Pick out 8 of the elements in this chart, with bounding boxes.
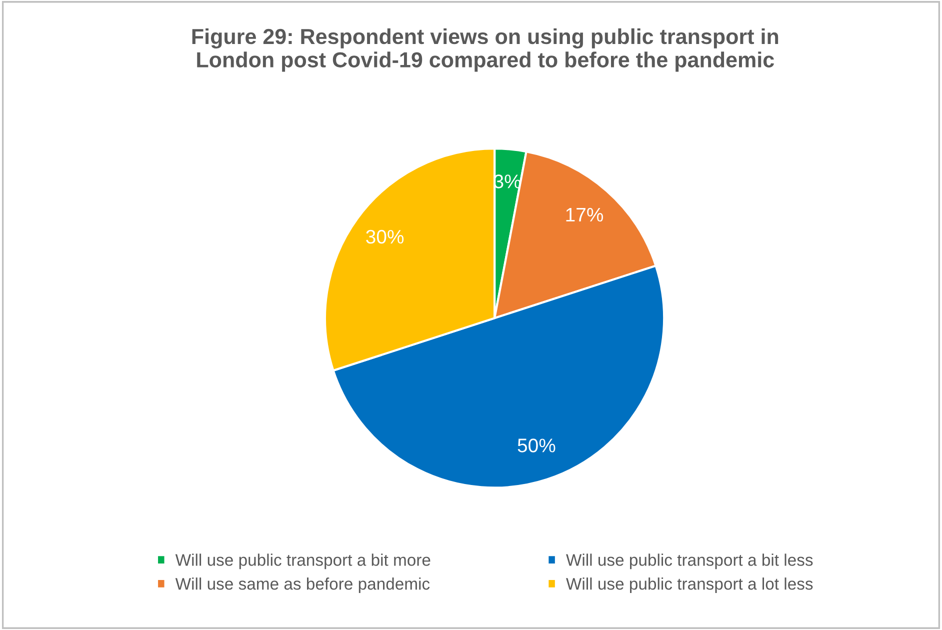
legend-label: Will use public transport a bit more [175,554,430,570]
data-label: 50% [518,438,556,452]
legend-label: Will use public transport a bit less [566,554,813,570]
chart-title: Figure 29: Respondent views on using public transport in London post Covid-19 compared to before the pandemic [192,28,778,72]
legend-label: Will use public transport a lot less [566,578,813,594]
legend-label: Will use same as before pandemic [175,578,430,594]
data-label: 30% [366,230,404,244]
data-label: 17% [566,208,604,222]
